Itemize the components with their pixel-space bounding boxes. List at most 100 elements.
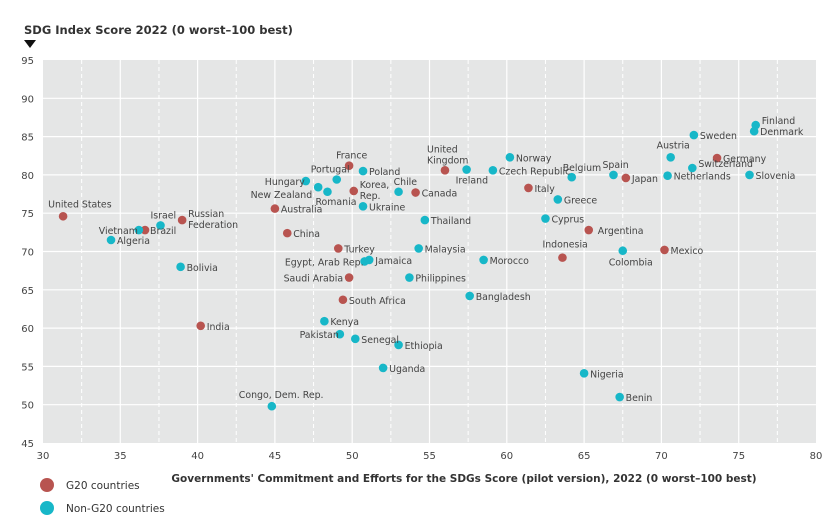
data-label-spain: Spain [602, 160, 628, 171]
data-point-vietnam [134, 225, 144, 235]
data-label-morocco: Morocco [490, 256, 530, 267]
data-label-china: China [293, 229, 320, 240]
data-label-jamaica: Jamaica [374, 256, 412, 267]
data-point-united-kingdom [440, 166, 450, 175]
data-point-australia [270, 204, 280, 213]
data-point-belgium [567, 172, 577, 182]
y-tick-label: 50 [21, 401, 34, 412]
x-tick-label: 75 [732, 451, 745, 462]
data-point-netherlands [663, 171, 672, 180]
data-label-united-states: United States [48, 199, 112, 210]
legend-label-non-g20: Non-G20 countries [66, 503, 165, 515]
data-point-france [344, 161, 354, 171]
y-tick-label: 55 [21, 362, 34, 373]
data-point-germany [712, 153, 722, 163]
x-tick-label: 80 [810, 451, 823, 462]
data-point-greece [553, 195, 563, 204]
legend: G20 countries Non-G20 countries [40, 478, 165, 515]
data-point-new-zealand [313, 182, 323, 192]
data-label-india: India [207, 322, 230, 333]
legend-marker-g20 [40, 478, 54, 492]
data-label-congo-dem-rep: Congo, Dem. Rep. [239, 390, 324, 401]
data-label-senegal: Senegal [361, 335, 399, 346]
y-tick-label: 90 [21, 94, 34, 105]
data-label-finland: Finland [762, 116, 796, 127]
data-label-brazil: Brazil [150, 226, 176, 237]
data-point-ireland [462, 165, 471, 174]
grid-lines [43, 60, 816, 443]
data-label-saudi-arabia: Saudi Arabia [284, 274, 344, 285]
y-tick-label: 75 [21, 209, 34, 220]
data-label-ireland: Ireland [456, 176, 488, 187]
data-point-austria [666, 152, 675, 162]
data-label-japan: Japan [631, 174, 658, 185]
data-label-vietnam: Vietnam [99, 226, 138, 237]
data-point-mexico [660, 245, 669, 255]
data-label-portugal: Portugal [311, 164, 350, 175]
data-point-israel [156, 221, 165, 230]
data-point-chile [394, 187, 403, 197]
data-point-nigeria [579, 368, 589, 378]
data-label-romania: Romania [315, 197, 356, 208]
data-point-hungary [301, 176, 311, 186]
data-point-bangladesh [465, 291, 474, 301]
data-point-switzerland [688, 163, 697, 173]
data-label-argentina: Argentina [598, 226, 644, 237]
data-label-pakistan: Pakistan [300, 330, 339, 341]
x-tick-label: 30 [37, 451, 50, 462]
data-label-bangladesh: Bangladesh [476, 292, 531, 303]
data-point-japan [621, 173, 631, 183]
x-tick-label: 55 [423, 451, 436, 462]
data-point-russian-federation [177, 215, 187, 225]
data-label-israel: Israel [150, 210, 176, 221]
data-label-benin: Benin [626, 393, 653, 404]
data-label-czech-republic: Czech Republic [499, 166, 570, 177]
data-point-thailand [420, 215, 430, 225]
data-label-belgium: Belgium [563, 163, 601, 174]
data-label-indonesia: Indonesia [542, 240, 587, 251]
down-arrow-icon [24, 40, 36, 48]
data-point-portugal [332, 175, 342, 184]
data-point-united-states [58, 211, 68, 221]
x-axis-ticks: 30 35 40 45 50 55 60 65 70 75 80 [37, 451, 823, 462]
data-label-south-africa: South Africa [349, 296, 406, 307]
data-label-italy: Italy [534, 184, 555, 195]
data-label-greece: Greece [564, 195, 598, 206]
data-point-senegal [350, 334, 360, 344]
data-point-czech-republic [488, 166, 498, 175]
data-label-france: France [336, 151, 367, 162]
y-tick-label: 60 [21, 324, 34, 335]
data-label-mexico: Mexico [670, 246, 703, 257]
data-point-spain [609, 170, 618, 180]
data-point-sweden [689, 130, 699, 140]
data-label-hungary: Hungary [265, 177, 305, 188]
data-point-india [196, 321, 205, 331]
data-point-cyprus [541, 214, 550, 223]
data-label-austria: Austria [657, 140, 690, 151]
data-label-slovenia: Slovenia [756, 171, 796, 182]
data-label-bolivia: Bolivia [187, 263, 218, 274]
data-point-brazil [140, 225, 150, 235]
data-point-south-africa [338, 295, 348, 305]
data-label-uganda: Uganda [389, 364, 425, 375]
data-label-ukraine: Ukraine [369, 202, 405, 213]
data-point-jamaica [364, 255, 374, 265]
data-point-saudi-arabia [344, 273, 354, 282]
data-point-china [282, 228, 292, 238]
data-label-denmark: Denmark [760, 127, 804, 138]
y-tick-label: 95 [21, 56, 34, 67]
data-label-thailand: Thailand [430, 216, 471, 227]
data-point-kenya [320, 316, 329, 326]
data-point-morocco [479, 255, 488, 265]
data-point-colombia [618, 246, 628, 256]
data-point-slovenia [745, 170, 754, 180]
y-tick-label: 65 [21, 286, 34, 297]
y-tick-label: 80 [21, 171, 34, 182]
data-point-canada [411, 188, 420, 197]
data-label-new-zealand: New Zealand [251, 190, 313, 201]
data-label-kenya: Kenya [330, 317, 359, 328]
x-tick-label: 65 [578, 451, 591, 462]
data-point-poland [358, 166, 368, 176]
x-tick-label: 50 [346, 451, 359, 462]
data-label-netherlands: Netherlands [674, 172, 731, 183]
